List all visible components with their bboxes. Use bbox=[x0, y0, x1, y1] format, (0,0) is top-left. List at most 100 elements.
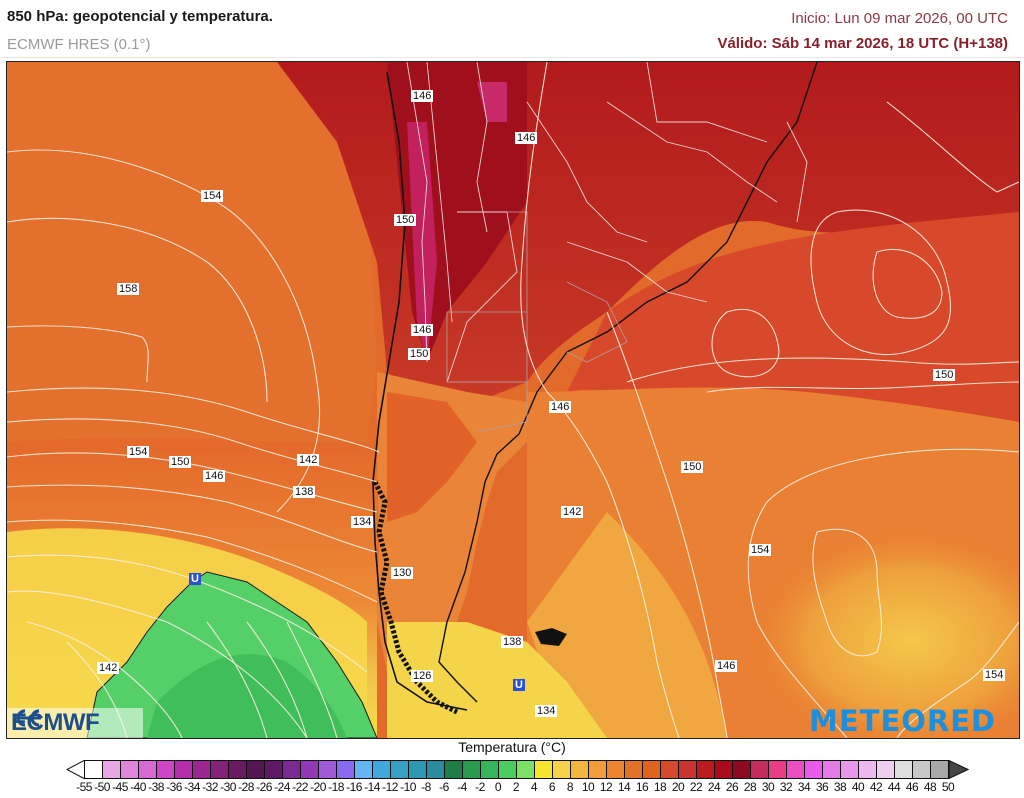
legend-tick: 32 bbox=[779, 780, 793, 794]
legend-swatch bbox=[733, 761, 751, 778]
header-divider bbox=[0, 57, 1024, 58]
legend-tick: 28 bbox=[743, 780, 757, 794]
legend-tick: 18 bbox=[653, 780, 667, 794]
contour-label: 134 bbox=[535, 705, 558, 717]
legend-swatch bbox=[193, 761, 211, 778]
legend-tick: -26 bbox=[256, 780, 272, 794]
legend-swatch bbox=[427, 761, 445, 778]
meteored-logo: METEORED bbox=[809, 704, 997, 738]
legend-swatch bbox=[697, 761, 715, 778]
legend-swatch bbox=[877, 761, 895, 778]
legend-swatch bbox=[787, 761, 805, 778]
legend-tick: 26 bbox=[725, 780, 739, 794]
legend-swatch bbox=[553, 761, 571, 778]
legend-tick: 12 bbox=[599, 780, 613, 794]
legend-tick: -36 bbox=[166, 780, 182, 794]
legend-swatch bbox=[265, 761, 283, 778]
legend-swatch bbox=[895, 761, 913, 778]
legend-tick: -6 bbox=[439, 780, 449, 794]
chart-title: 850 hPa: geopotencial y temperatura. bbox=[7, 8, 273, 25]
init-time: Inicio: Lun 09 mar 2026, 00 UTC bbox=[791, 10, 1008, 27]
legend-tick: -38 bbox=[148, 780, 164, 794]
legend-tick: -32 bbox=[202, 780, 218, 794]
valid-time: Válido: Sáb 14 mar 2026, 18 UTC (H+138) bbox=[717, 35, 1008, 52]
contour-label: 150 bbox=[408, 348, 431, 360]
legend-tick: 50 bbox=[941, 780, 955, 794]
legend-swatch bbox=[859, 761, 877, 778]
contour-label: 130 bbox=[391, 567, 414, 579]
legend-swatch bbox=[517, 761, 535, 778]
legend-tick: 36 bbox=[815, 780, 829, 794]
legend-swatch bbox=[607, 761, 625, 778]
legend-swatch bbox=[661, 761, 679, 778]
contour-label: 154 bbox=[749, 544, 772, 556]
legend-tick: 24 bbox=[707, 780, 721, 794]
contour-label: 158 bbox=[117, 283, 140, 295]
legend-tick: 46 bbox=[905, 780, 919, 794]
legend-tick: -18 bbox=[328, 780, 344, 794]
legend-tick: -55 bbox=[76, 780, 92, 794]
legend-swatch bbox=[643, 761, 661, 778]
legend-tick: 4 bbox=[530, 780, 538, 794]
contour-label: 146 bbox=[715, 660, 738, 672]
legend-swatch bbox=[373, 761, 391, 778]
contour-label: 138 bbox=[293, 486, 316, 498]
legend-tick: 40 bbox=[851, 780, 865, 794]
legend-tick: -40 bbox=[130, 780, 146, 794]
legend-swatch bbox=[751, 761, 769, 778]
legend-swatch bbox=[139, 761, 157, 778]
legend-swatch bbox=[679, 761, 697, 778]
ecmwf-mark-icon bbox=[13, 709, 41, 727]
legend-swatch bbox=[913, 761, 931, 778]
legend-tick: 20 bbox=[671, 780, 685, 794]
model-label: ECMWF HRES (0.1°) bbox=[7, 36, 151, 53]
legend-tick: 8 bbox=[566, 780, 574, 794]
legend-colorbar bbox=[84, 760, 949, 779]
contour-label: 134 bbox=[351, 516, 374, 528]
legend-swatch bbox=[589, 761, 607, 778]
legend-tick: 42 bbox=[869, 780, 883, 794]
weather-map[interactable]: 146 146 154 150 158 146 150 150 146 154 150 146 142 1… bbox=[6, 61, 1020, 739]
legend-tick: 38 bbox=[833, 780, 847, 794]
legend-swatch bbox=[355, 761, 373, 778]
legend-swatch bbox=[715, 761, 733, 778]
legend-swatch bbox=[319, 761, 337, 778]
legend-tick: 22 bbox=[689, 780, 703, 794]
legend-swatch bbox=[805, 761, 823, 778]
contour-label: 150 bbox=[394, 214, 417, 226]
legend-swatch bbox=[931, 761, 948, 778]
legend-tick: -24 bbox=[274, 780, 290, 794]
legend-swatch bbox=[103, 761, 121, 778]
contour-label: 154 bbox=[127, 446, 150, 458]
legend-swatch bbox=[841, 761, 859, 778]
legend-left-arrow-icon bbox=[66, 760, 85, 779]
legend-tick: 6 bbox=[548, 780, 556, 794]
legend-swatch bbox=[769, 761, 787, 778]
contour-label: 146 bbox=[411, 324, 434, 336]
contour-label: 146 bbox=[411, 90, 434, 102]
legend-swatch bbox=[499, 761, 517, 778]
legend-swatch bbox=[85, 761, 103, 778]
legend-tick: -30 bbox=[220, 780, 236, 794]
legend-tick: -45 bbox=[112, 780, 128, 794]
legend-tick-labels: -55 -50 -45 -40 -38 -36 -34 -32 -30 -28 -26 -24 -22-… bbox=[0, 780, 1024, 796]
legend-tick: 48 bbox=[923, 780, 937, 794]
legend-swatch bbox=[391, 761, 409, 778]
legend-tick: 34 bbox=[797, 780, 811, 794]
legend-tick: -2 bbox=[475, 780, 485, 794]
legend-tick: -14 bbox=[364, 780, 380, 794]
legend-tick: 44 bbox=[887, 780, 901, 794]
legend-tick: -28 bbox=[238, 780, 254, 794]
legend-right-arrow-icon bbox=[949, 760, 969, 779]
legend-swatch bbox=[409, 761, 427, 778]
contour-label: 146 bbox=[203, 470, 226, 482]
legend-tick: 10 bbox=[581, 780, 595, 794]
map-marker: U bbox=[513, 679, 525, 691]
legend-swatch bbox=[175, 761, 193, 778]
legend-tick: 0 bbox=[494, 780, 502, 794]
legend-swatch bbox=[481, 761, 499, 778]
contour-label: 154 bbox=[201, 190, 224, 202]
contour-label: 154 bbox=[983, 669, 1006, 681]
temperature-field bbox=[7, 62, 1019, 738]
legend-swatch bbox=[283, 761, 301, 778]
